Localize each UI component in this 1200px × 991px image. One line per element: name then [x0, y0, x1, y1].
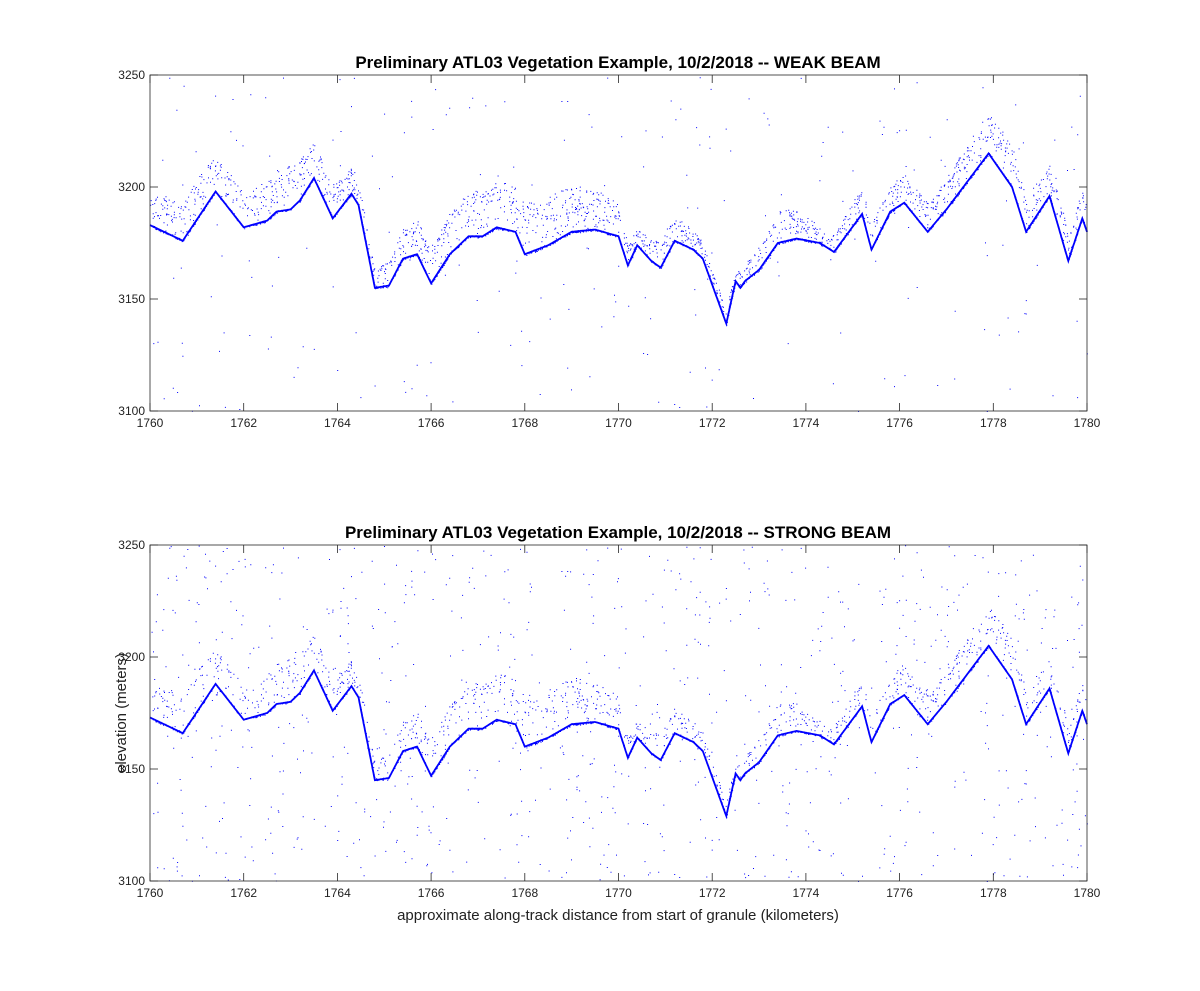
strong-beam-title: Preliminary ATL03 Vegetation Example, 10…: [345, 523, 891, 542]
y-tick-label: 3100: [118, 404, 145, 418]
y-axis-label: elevation (meters): [113, 653, 130, 773]
x-tick-label: 1774: [793, 416, 820, 430]
axes-box: [149, 544, 1088, 882]
photon-points: [150, 77, 1088, 412]
photon-points: [151, 545, 1088, 882]
x-tick-label: 1778: [980, 416, 1007, 430]
weak-beam-plot: Preliminary ATL03 Vegetation Example, 10…: [118, 53, 1100, 430]
y-tick-label: 3200: [118, 180, 145, 194]
x-tick-label: 1780: [1074, 416, 1101, 430]
x-axis-label: approximate along-track distance from st…: [397, 907, 839, 924]
x-tick-label: 1776: [886, 886, 913, 900]
x-tick-label: 1766: [418, 886, 445, 900]
x-tick-label: 1762: [230, 886, 257, 900]
photon-marks: [150, 77, 1088, 412]
axes-box: [149, 74, 1088, 412]
x-tick-label: 1770: [605, 886, 632, 900]
x-tick-label: 1772: [699, 886, 726, 900]
weak-beam-title: Preliminary ATL03 Vegetation Example, 10…: [355, 53, 880, 72]
x-tick-label: 1764: [324, 416, 351, 430]
x-tick-label: 1780: [1074, 886, 1101, 900]
strong-beam-plot: Preliminary ATL03 Vegetation Example, 10…: [113, 523, 1101, 924]
x-tick-label: 1774: [793, 886, 820, 900]
x-tick-label: 1764: [324, 886, 351, 900]
x-tick-label: 1778: [980, 886, 1007, 900]
y-tick-label: 3250: [118, 68, 145, 82]
ground-surface-points: [149, 644, 1088, 820]
y-tick-label: 3150: [118, 762, 145, 776]
y-tick-label: 3200: [118, 650, 145, 664]
x-tick-label: 1770: [605, 416, 632, 430]
y-tick-label: 3150: [118, 292, 145, 306]
x-tick-label: 1772: [699, 416, 726, 430]
x-tick-label: 1768: [511, 416, 538, 430]
x-tick-label: 1768: [511, 886, 538, 900]
photon-marks: [151, 545, 1088, 882]
x-tick-label: 1760: [137, 416, 164, 430]
x-tick-label: 1766: [418, 416, 445, 430]
x-tick-label: 1762: [230, 416, 257, 430]
y-tick-label: 3100: [118, 874, 145, 888]
ground-surface-points: [149, 151, 1088, 327]
x-tick-label: 1760: [137, 886, 164, 900]
x-tick-label: 1776: [886, 416, 913, 430]
y-tick-label: 3250: [118, 538, 145, 552]
